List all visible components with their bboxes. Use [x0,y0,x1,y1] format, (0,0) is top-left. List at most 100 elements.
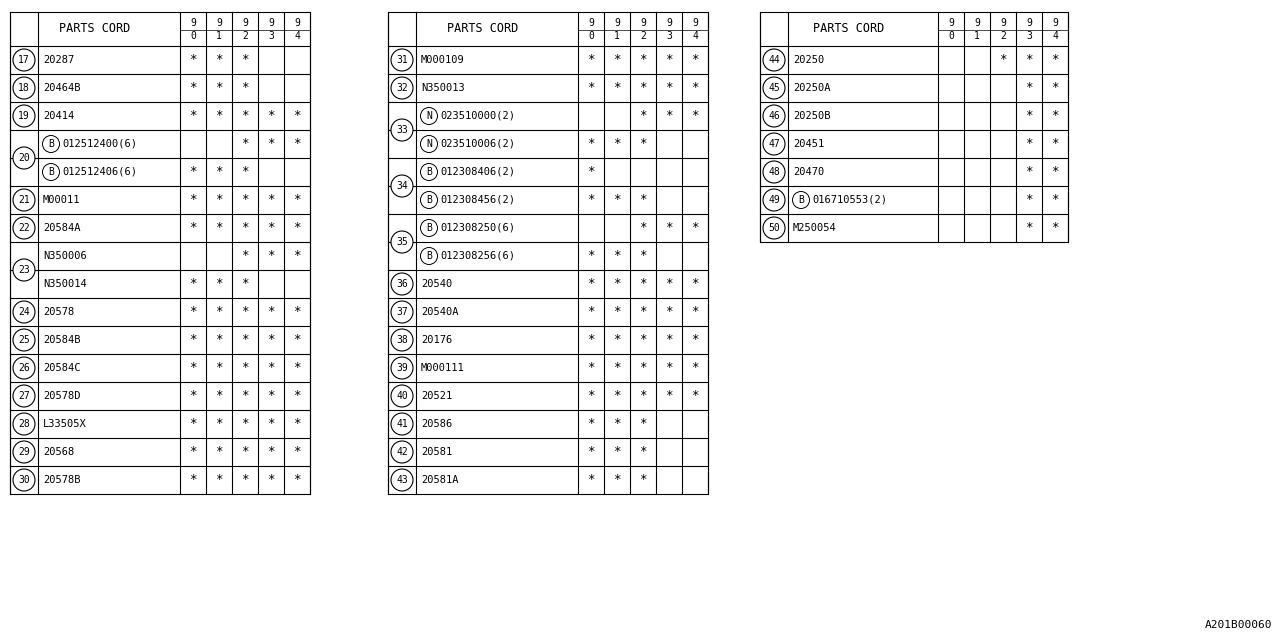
Ellipse shape [42,136,59,152]
Text: N350006: N350006 [44,251,87,261]
Text: 38: 38 [396,335,408,345]
Text: *: * [241,221,248,234]
Text: *: * [268,109,275,122]
Text: *: * [215,305,223,319]
Text: 9: 9 [216,18,221,28]
Text: 012512400(6): 012512400(6) [61,139,137,149]
Bar [388,12,708,494]
Text: 20581A: 20581A [421,475,458,485]
Text: L33505X: L33505X [44,419,87,429]
Ellipse shape [13,49,35,71]
Text: 42: 42 [396,447,408,457]
Text: *: * [189,474,197,486]
Text: *: * [666,54,673,67]
Text: *: * [293,362,301,374]
Text: 012308456(2): 012308456(2) [440,195,515,205]
Text: *: * [215,417,223,431]
Text: *: * [268,445,275,458]
Text: *: * [613,417,621,431]
Text: *: * [189,362,197,374]
Text: 32: 32 [396,83,408,93]
Text: 2: 2 [640,31,646,42]
Text: *: * [639,333,646,346]
Text: *: * [189,221,197,234]
Text: 9: 9 [614,18,620,28]
Text: 37: 37 [396,307,408,317]
Text: 9: 9 [242,18,248,28]
Text: 20586: 20586 [421,419,452,429]
Text: *: * [268,193,275,207]
Text: *: * [189,109,197,122]
Text: 28: 28 [18,419,29,429]
Text: 4: 4 [294,31,300,42]
Text: 23: 23 [18,265,29,275]
Text: *: * [189,54,197,67]
Ellipse shape [421,108,438,125]
Text: *: * [639,445,646,458]
Text: *: * [1025,193,1033,207]
Text: 45: 45 [768,83,780,93]
Text: *: * [639,138,646,150]
Text: *: * [639,250,646,262]
Text: *: * [215,221,223,234]
Text: *: * [588,54,595,67]
Text: *: * [268,362,275,374]
Text: *: * [588,138,595,150]
Text: *: * [268,390,275,403]
Text: B: B [797,195,804,205]
Text: 31: 31 [396,55,408,65]
Text: 48: 48 [768,167,780,177]
Text: *: * [588,474,595,486]
Text: *: * [588,390,595,403]
Text: *: * [613,138,621,150]
Text: *: * [588,333,595,346]
Text: 26: 26 [18,363,29,373]
Text: *: * [241,305,248,319]
Text: B: B [49,139,54,149]
Text: *: * [666,362,673,374]
Text: 0: 0 [189,31,196,42]
Text: *: * [1025,81,1033,95]
Text: 20540A: 20540A [421,307,458,317]
Text: *: * [639,109,646,122]
Text: *: * [1051,193,1059,207]
Ellipse shape [390,441,413,463]
Text: 18: 18 [18,83,29,93]
Text: 20451: 20451 [794,139,824,149]
Text: *: * [293,109,301,122]
Text: 012512406(6): 012512406(6) [61,167,137,177]
Text: *: * [293,305,301,319]
Text: *: * [666,390,673,403]
Text: *: * [189,445,197,458]
Ellipse shape [390,175,413,197]
Text: *: * [293,390,301,403]
Text: PARTS CORD: PARTS CORD [813,22,884,35]
Text: 9: 9 [1000,18,1006,28]
Text: *: * [1051,138,1059,150]
Ellipse shape [13,189,35,211]
Text: *: * [189,333,197,346]
Text: 9: 9 [268,18,274,28]
Text: *: * [293,221,301,234]
Text: N: N [426,139,431,149]
Text: *: * [241,54,248,67]
Ellipse shape [390,231,413,253]
Text: PARTS CORD: PARTS CORD [448,22,518,35]
Text: *: * [241,390,248,403]
Text: *: * [215,193,223,207]
Text: N350014: N350014 [44,279,87,289]
Text: 44: 44 [768,55,780,65]
Text: *: * [666,305,673,319]
Text: 33: 33 [396,125,408,135]
Text: *: * [1051,81,1059,95]
Text: *: * [588,417,595,431]
Text: *: * [691,333,699,346]
Text: 20540: 20540 [421,279,452,289]
Text: B: B [49,167,54,177]
Text: 19: 19 [18,111,29,121]
Text: 0: 0 [948,31,954,42]
Text: *: * [241,474,248,486]
Text: *: * [215,54,223,67]
Bar [10,12,310,494]
Text: M000111: M000111 [421,363,465,373]
